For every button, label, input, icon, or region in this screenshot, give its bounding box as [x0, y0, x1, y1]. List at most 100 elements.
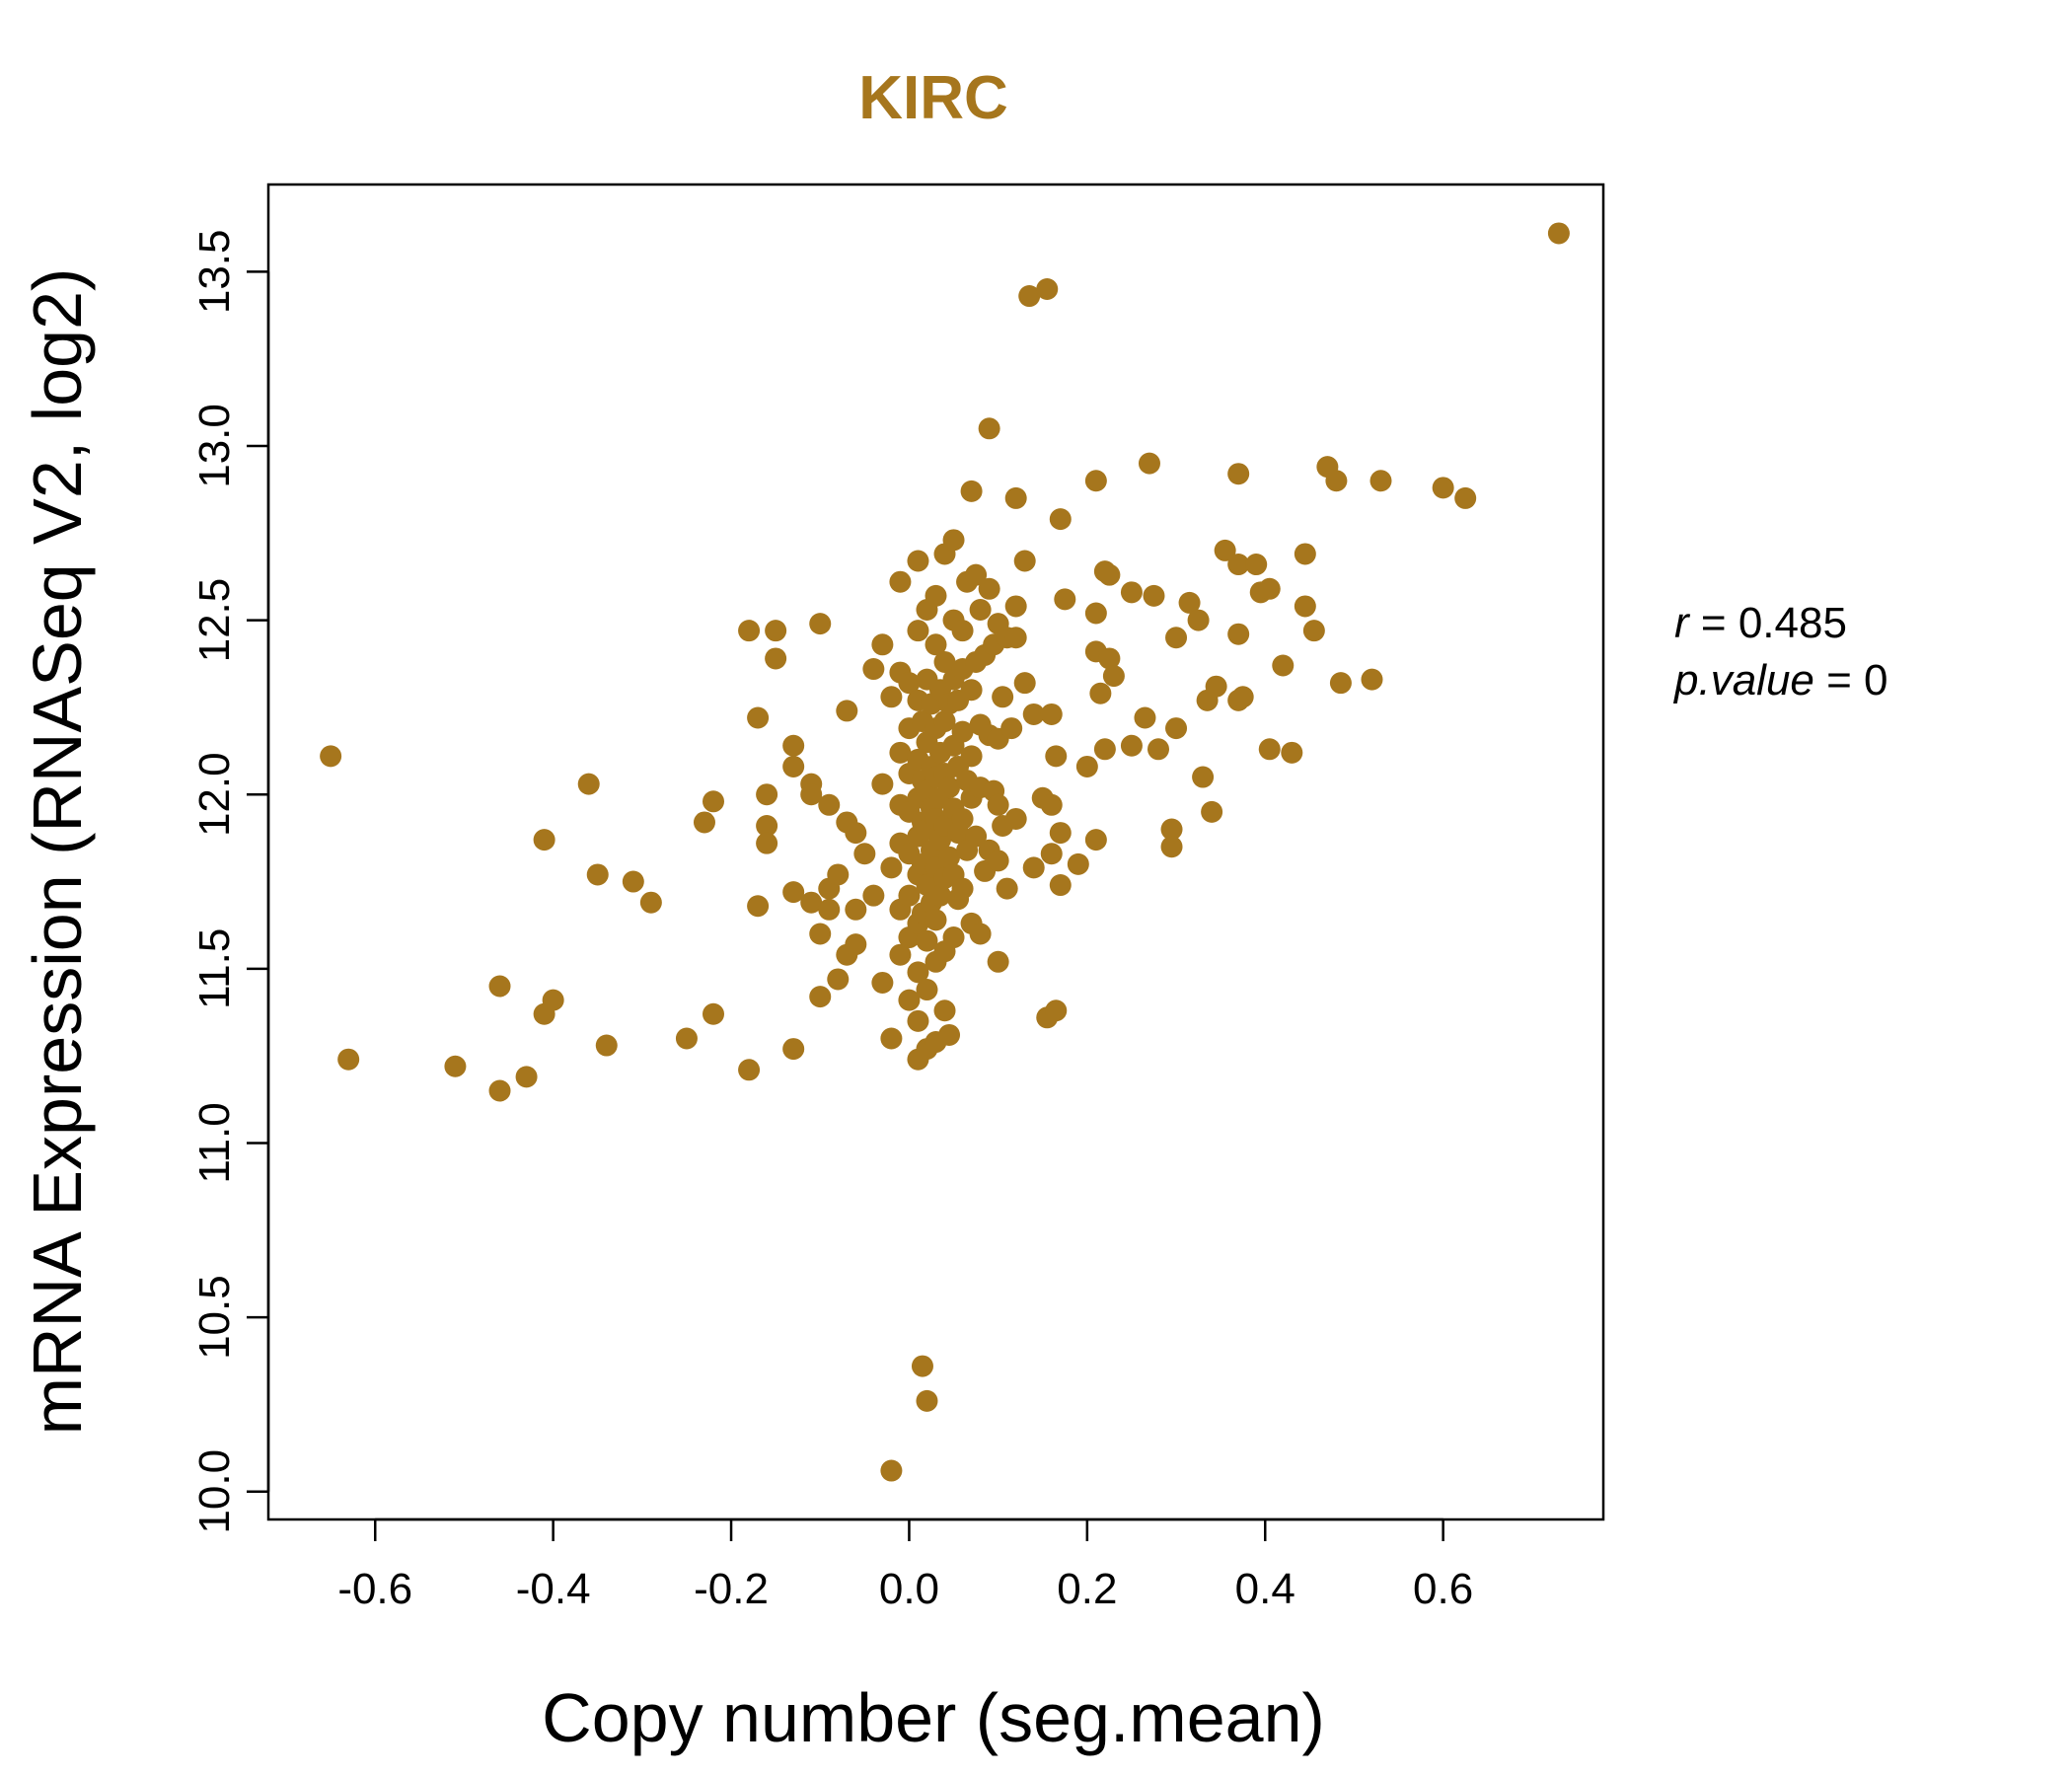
data-point: [1004, 807, 1027, 830]
r-label: r: [1674, 599, 1691, 647]
data-point: [907, 1009, 929, 1032]
data-point: [1369, 470, 1392, 492]
data-point: [1120, 734, 1143, 757]
data-point: [889, 943, 912, 966]
data-point: [1187, 609, 1210, 631]
data-point: [960, 745, 983, 768]
data-point: [960, 480, 983, 502]
p-label: p.value: [1672, 656, 1814, 704]
data-point: [809, 613, 832, 635]
y-tick-label: 13.5: [190, 229, 239, 314]
data-point: [992, 686, 1014, 708]
data-point: [577, 773, 600, 795]
data-point: [951, 807, 974, 830]
x-tick-label: -0.6: [337, 1565, 412, 1613]
data-point: [1147, 738, 1169, 761]
data-point: [747, 895, 770, 918]
data-point: [1098, 563, 1121, 586]
y-tick-label: 13.0: [190, 404, 239, 488]
data-point: [933, 650, 956, 673]
data-point: [827, 863, 850, 886]
y-tick-label: 12.5: [190, 578, 239, 663]
data-point: [488, 975, 511, 998]
data-point: [809, 923, 832, 945]
y-tick-label: 10.0: [190, 1449, 239, 1534]
data-point: [880, 1459, 903, 1482]
x-tick-label: 0.6: [1413, 1565, 1473, 1613]
data-point: [1245, 554, 1268, 576]
data-point: [1192, 766, 1215, 788]
p-value: 0: [1864, 656, 1887, 704]
data-point: [845, 822, 867, 845]
data-point: [782, 1038, 805, 1061]
data-point: [996, 877, 1018, 900]
data-point: [738, 1059, 761, 1081]
data-point: [916, 979, 938, 1001]
data-point: [978, 577, 1000, 600]
data-point: [1084, 470, 1107, 492]
data-point: [542, 989, 564, 1011]
x-tick-label: -0.2: [694, 1565, 769, 1613]
data-point: [818, 898, 841, 921]
r-stat: r = 0.485: [1674, 599, 1847, 647]
y-axis: 10.0 10.5 11.0 11.5 12.0 12.5 13.0 13.5: [190, 229, 270, 1534]
data-point: [586, 863, 609, 886]
data-point: [853, 843, 876, 865]
data-point: [880, 856, 903, 879]
data-point: [782, 881, 805, 904]
data-point: [1294, 595, 1316, 618]
data-point: [809, 986, 832, 1008]
data-point: [907, 550, 929, 572]
data-point: [1000, 717, 1023, 740]
data-point: [1093, 738, 1116, 761]
data-point: [1004, 627, 1027, 649]
data-point: [965, 563, 988, 586]
data-point: [933, 999, 956, 1022]
x-tick-label: -0.4: [516, 1565, 591, 1613]
data-point: [444, 1055, 467, 1077]
x-axis-title: Copy number (seg.mean): [542, 1679, 1325, 1756]
data-point: [1084, 829, 1107, 851]
data-point: [1547, 222, 1570, 245]
x-axis: -0.6 -0.4 -0.2 0.0 0.2 0.4 0.6: [337, 1517, 1473, 1613]
data-point: [1454, 486, 1477, 509]
data-point: [916, 1389, 938, 1412]
data-point: [1040, 843, 1063, 865]
data-point: [1049, 822, 1072, 845]
data-point: [1178, 591, 1201, 614]
y-tick-label: 11.0: [190, 1102, 239, 1183]
data-point: [987, 850, 1009, 872]
data-point: [951, 877, 974, 900]
data-point: [898, 884, 921, 907]
y-tick-label: 10.5: [190, 1275, 239, 1360]
p-stat: p.value = 0: [1672, 656, 1888, 704]
data-point: [942, 926, 965, 949]
data-point: [1013, 672, 1036, 695]
data-point: [1049, 508, 1072, 531]
data-point: [765, 647, 787, 670]
data-point: [756, 815, 778, 838]
data-point: [965, 825, 988, 848]
data-point: [1138, 452, 1160, 475]
data-point: [880, 1027, 903, 1050]
data-point: [639, 891, 662, 914]
data-point: [969, 598, 992, 621]
data-point: [938, 846, 961, 868]
data-point: [595, 1034, 618, 1057]
data-point: [1201, 800, 1223, 823]
data-point: [1329, 672, 1352, 695]
x-tick-label: 0.2: [1057, 1565, 1117, 1613]
data-point: [756, 832, 778, 854]
data-point: [320, 745, 342, 768]
data-point: [1045, 999, 1068, 1022]
p-equals: =: [1826, 656, 1864, 704]
data-point: [515, 1066, 538, 1088]
data-point: [898, 672, 921, 695]
data-point: [818, 793, 841, 816]
data-point: [925, 633, 947, 656]
data-point: [987, 950, 1009, 973]
data-point: [1018, 285, 1041, 308]
data-point: [933, 710, 956, 733]
data-point: [1143, 584, 1165, 607]
data-point: [693, 811, 715, 834]
